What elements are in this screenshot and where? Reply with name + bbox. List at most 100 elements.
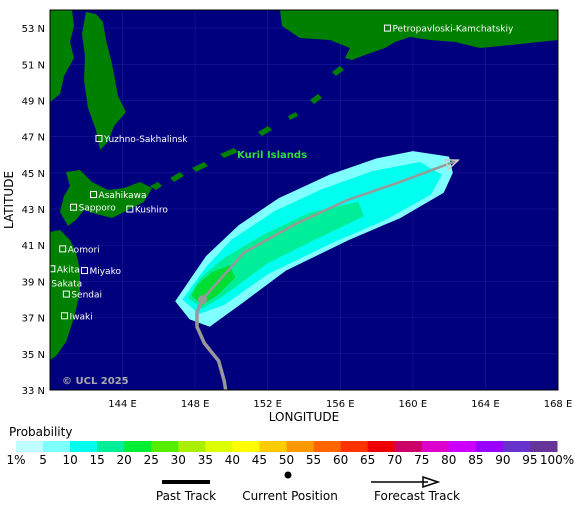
lon-tick-label: 148 E	[181, 399, 210, 410]
x-axis-label: LONGITUDE	[269, 410, 339, 424]
legend-stop-label: 1%	[6, 453, 25, 467]
lat-tick-label: 53 N	[22, 24, 45, 35]
probability-band-15	[187, 201, 364, 309]
past-track-line	[195, 297, 228, 390]
legend-swatch	[367, 441, 396, 452]
city-marker	[383, 24, 391, 32]
legend-swatch	[97, 441, 125, 452]
legend-stop-label: 35	[198, 453, 213, 467]
legend-stop-label: 30	[171, 453, 186, 467]
legend-stop-label: 25	[144, 453, 159, 467]
legend-color-bar	[16, 441, 558, 452]
lat-tick-label: 51 N	[22, 60, 45, 71]
city-marker	[80, 267, 88, 275]
legend-stop-label: 45	[252, 453, 267, 467]
city-label: Kushiro	[135, 206, 169, 216]
past-track-key-label: Past Track	[156, 489, 216, 503]
legend-swatch	[448, 441, 477, 452]
city-marker	[62, 290, 70, 298]
lon-tick-label: 168 E	[544, 399, 573, 410]
forecast-arrowhead	[444, 158, 461, 171]
legend-swatch	[394, 441, 423, 452]
lon-tick-label: 160 E	[399, 399, 428, 410]
current-position-key-label: Current Position	[242, 489, 338, 503]
legend-stop-label: 95	[522, 453, 537, 467]
city-marker	[126, 205, 134, 213]
longitude-tick-labels: 144 E 148 E 152 E 156 E 160 E 164 E 168 E	[108, 399, 572, 410]
city-label: Petropavloski-Kamchatskiy	[392, 25, 514, 35]
legend-swatch	[205, 441, 233, 452]
lat-tick-label: 33 N	[22, 386, 45, 397]
legend-stop-label: 55	[306, 453, 321, 467]
city-label: Aomori	[68, 245, 100, 255]
legend-stop-label: 90	[495, 453, 510, 467]
landmasses	[50, 10, 558, 360]
honshu-land	[50, 230, 80, 360]
legend-swatch	[232, 441, 260, 452]
track-key: Past Track Current Position Forecast Tra…	[156, 471, 460, 503]
lat-tick-label: 37 N	[22, 314, 45, 325]
legend-stop-label: 70	[387, 453, 402, 467]
lat-tick-label: 45 N	[22, 169, 45, 180]
legend-swatch	[70, 441, 98, 452]
legend-swatch	[16, 441, 44, 452]
city-marker	[70, 203, 78, 211]
city-label: Yuzhno-Sakhalinsk	[103, 135, 188, 145]
legend-stop-label: 20	[117, 453, 132, 467]
kuril-islands-label: Kuril Islands	[237, 150, 307, 161]
kuril-island-8	[332, 66, 344, 76]
legend-stop-label: 80	[441, 453, 456, 467]
city-label: Miyako	[89, 267, 121, 277]
legend-swatch	[475, 441, 504, 452]
current-position-key-symbol	[284, 471, 292, 479]
legend-stop-label: 60	[333, 453, 348, 467]
legend-swatch	[502, 441, 531, 452]
city-marker	[90, 191, 98, 199]
legend-stop-label: 40	[225, 453, 240, 467]
legend-stop-label: 85	[468, 453, 483, 467]
forecast-track-key-label: Forecast Track	[374, 489, 460, 503]
legend-swatch	[151, 441, 179, 452]
legend-stop-label: 50	[279, 453, 294, 467]
map-plot: Petropavloski-Kamchatskiy Yuzhno-Sakhalin…	[49, 9, 559, 391]
city-label: Sendai	[71, 291, 102, 301]
map-frame	[49, 9, 559, 391]
legend-swatch	[124, 441, 152, 452]
city-label: Asahikawa	[99, 191, 147, 201]
city-label: Akita	[57, 265, 80, 275]
lat-tick-label: 39 N	[22, 277, 45, 288]
legend-stop-label: 10	[62, 453, 77, 467]
y-axis-label: LATITUDE	[2, 171, 16, 229]
latitude-tick-labels: 53 N 51 N 49 N 47 N 45 N 43 N 41 N 39 N 37 N 35 N…	[22, 24, 45, 397]
lat-tick-label: 49 N	[22, 96, 45, 107]
copyright-label: © UCL 2025	[62, 376, 129, 387]
lat-tick-label: 35 N	[22, 350, 45, 361]
kuril-island-5	[258, 126, 272, 136]
hokkaido-land	[60, 170, 152, 226]
legend-swatch	[259, 441, 287, 452]
lat-tick-label: 47 N	[22, 133, 45, 144]
legend-stop-label: 5	[39, 453, 47, 467]
lon-tick-label: 144 E	[108, 399, 137, 410]
storm-tracks	[195, 158, 461, 390]
probability-bands	[175, 151, 453, 327]
legend-swatch	[286, 441, 315, 452]
city-marker	[50, 265, 56, 273]
kuril-island-6	[288, 112, 298, 120]
kuril-island-2	[170, 172, 184, 182]
sakhalin-land	[82, 12, 126, 150]
city-label: Iwaki	[70, 312, 93, 322]
kamchatka-land	[280, 10, 558, 60]
legend-tick-labels: 1% 5 10 15 20 25 30 35 40 45 50 55 60 65 70 75 80 85 90 95 1…	[6, 453, 574, 467]
current-position-marker	[197, 295, 207, 305]
kuril-island-4	[220, 148, 238, 158]
legend-stop-label: 75	[414, 453, 429, 467]
legend-swatch	[421, 441, 450, 452]
legend-swatch	[178, 441, 206, 452]
city-marker	[59, 245, 67, 253]
city-label: Sakata	[51, 280, 82, 290]
legend-stop-label: 65	[360, 453, 375, 467]
city-marker	[61, 312, 69, 320]
legend-stop-label: 15	[90, 453, 105, 467]
forecast-track-key-arrowhead	[422, 475, 441, 489]
